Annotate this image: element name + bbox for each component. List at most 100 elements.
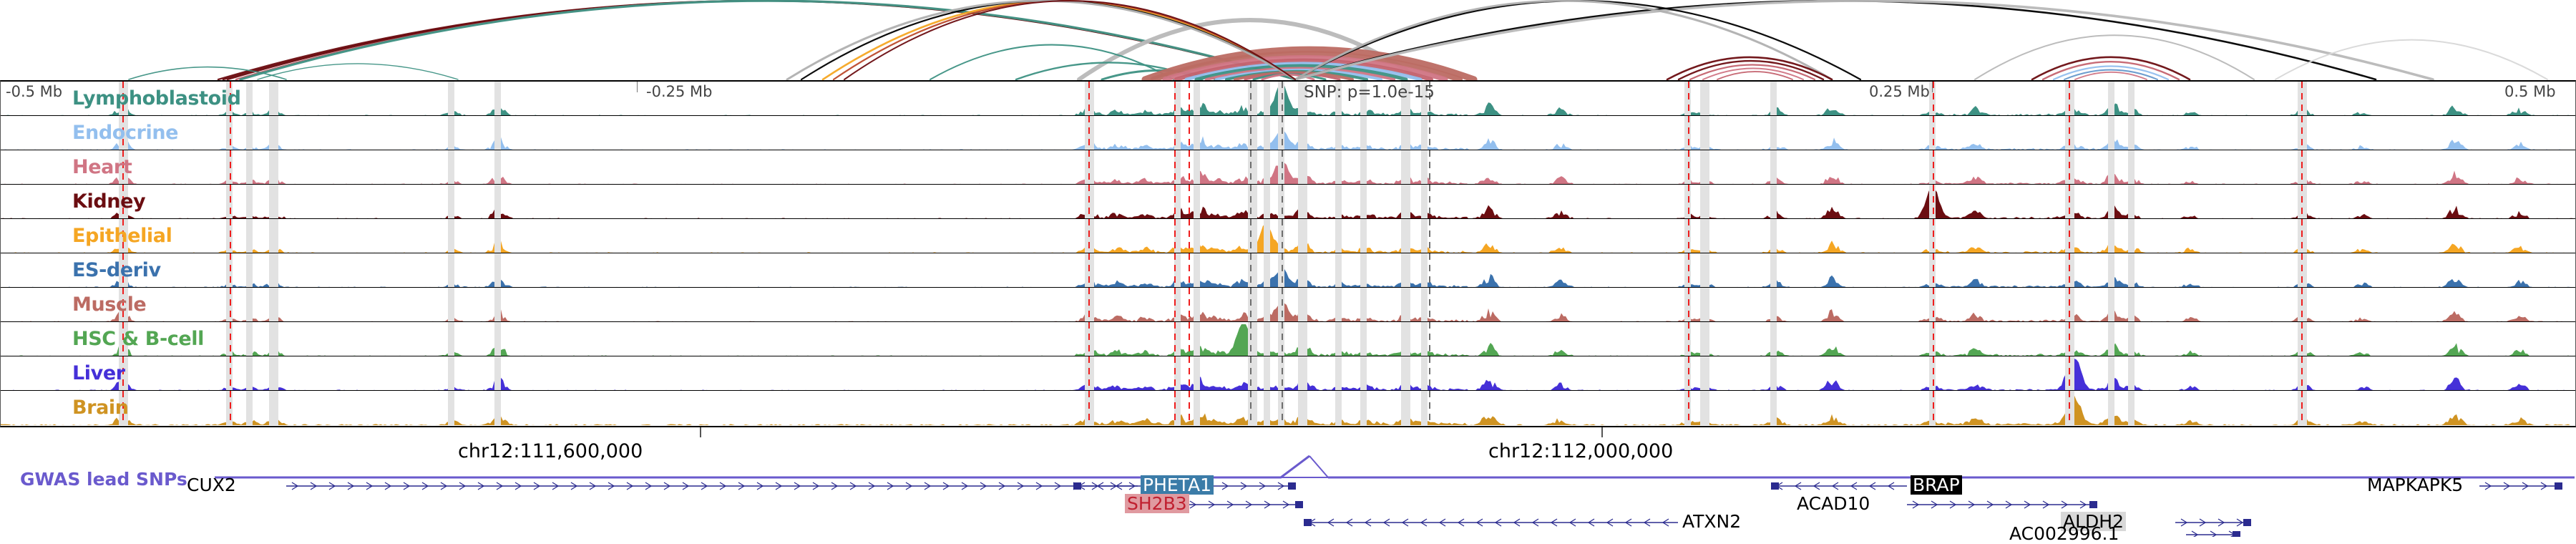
highlight-band bbox=[1335, 185, 1342, 218]
highlight-band bbox=[1929, 116, 1936, 150]
strand-arrow bbox=[756, 482, 764, 490]
snp-marker-line bbox=[1933, 322, 1935, 356]
highlight-band bbox=[1421, 150, 1428, 184]
gene-label-atxn2[interactable]: ATXN2 bbox=[1682, 511, 1742, 532]
strand-arrow bbox=[477, 482, 485, 490]
highlight-band bbox=[269, 356, 278, 390]
signal-track-epithelial[interactable]: Epithelial bbox=[1, 219, 2575, 253]
loop-arc bbox=[1141, 46, 1478, 80]
highlight-band bbox=[2108, 253, 2114, 287]
highlight-band bbox=[1421, 322, 1428, 356]
secondary-marker-line bbox=[1282, 150, 1283, 184]
loop-arc bbox=[257, 63, 459, 80]
highlight-band bbox=[1929, 253, 1936, 287]
signal-track-es-deriv[interactable]: ES-deriv bbox=[1, 253, 2575, 288]
snp-marker-line bbox=[2069, 356, 2071, 390]
snp-marker-line bbox=[1933, 185, 1935, 218]
highlight-band bbox=[1264, 82, 1270, 115]
strand-arrow bbox=[1017, 482, 1025, 490]
snp-marker-line bbox=[2301, 356, 2303, 390]
gene-label-acad10[interactable]: ACAD10 bbox=[1797, 493, 1870, 514]
highlight-band bbox=[1174, 391, 1181, 425]
snp-marker-line bbox=[1688, 391, 1690, 425]
snp-marker-line bbox=[1088, 116, 1091, 150]
strand-arrow bbox=[1887, 482, 1895, 490]
strand-arrow bbox=[1868, 482, 1876, 490]
track-label-hsc-b-cell: HSC & B-cell bbox=[72, 327, 205, 350]
highlight-band bbox=[1194, 116, 1200, 150]
gene-label-pheta1[interactable]: PHETA1 bbox=[1141, 475, 1214, 495]
highlight-band bbox=[1684, 82, 1691, 115]
snp-marker-line bbox=[122, 185, 125, 218]
strand-arrow bbox=[1624, 518, 1632, 527]
snp-marker-line bbox=[1088, 322, 1091, 356]
highlight-band bbox=[1264, 185, 1270, 218]
gene-label-sh2b3[interactable]: SH2B3 bbox=[1125, 494, 1189, 513]
signal-track-hsc-b-cell[interactable]: HSC & B-cell bbox=[1, 322, 2575, 356]
highlight-band bbox=[2128, 356, 2135, 390]
signal-track-heart[interactable]: Heart bbox=[1, 150, 2575, 185]
snp-marker-line bbox=[122, 356, 125, 390]
signal-track-lymphoblastoid[interactable]: Lymphoblastoid bbox=[1, 82, 2575, 116]
highlight-band bbox=[1174, 150, 1181, 184]
strand-arrow bbox=[2503, 482, 2511, 490]
strand-arrow bbox=[831, 482, 839, 490]
loop-arc bbox=[1974, 34, 2255, 80]
strand-arrow bbox=[366, 482, 374, 490]
highlight-band bbox=[1770, 116, 1777, 150]
gene-label-cux2[interactable]: CUX2 bbox=[187, 475, 236, 495]
highlight-band bbox=[1194, 288, 1200, 321]
highlight-band bbox=[1700, 288, 1709, 321]
highlight-band bbox=[1335, 322, 1342, 356]
highlight-band bbox=[226, 150, 233, 184]
strand-arrow bbox=[1282, 500, 1290, 509]
highlight-band bbox=[1360, 356, 1367, 390]
highlight-band bbox=[1421, 356, 1428, 390]
gene-label-ac002996-1[interactable]: AC002996.1 bbox=[2009, 523, 2119, 544]
snp-marker-line bbox=[1174, 288, 1176, 321]
highlight-band bbox=[269, 150, 278, 184]
snp-marker-line bbox=[1933, 150, 1935, 184]
highlight-band bbox=[246, 116, 253, 150]
strand-arrow bbox=[1035, 482, 1043, 490]
highlight-band bbox=[2128, 219, 2135, 253]
snp-marker-line bbox=[1189, 82, 1191, 115]
gene-label-brap[interactable]: BRAP bbox=[1911, 475, 1962, 495]
signal-track-muscle[interactable]: Muscle bbox=[1, 288, 2575, 322]
gene-label-mapkapk5[interactable]: MAPKAPK5 bbox=[2367, 475, 2464, 495]
highlight-band bbox=[1174, 322, 1181, 356]
snp-marker-line bbox=[1174, 185, 1176, 218]
exon-block bbox=[2089, 501, 2097, 508]
secondary-marker-line bbox=[1282, 219, 1283, 253]
gene-label-aldh2[interactable]: ALDH2 bbox=[2061, 512, 2126, 531]
highlight-band bbox=[1421, 288, 1428, 321]
strand-arrow bbox=[1259, 482, 1267, 490]
snp-marker-line bbox=[230, 391, 232, 425]
annotation-panel: chr12:111,600,000 chr12:112,000,000 GWAS… bbox=[0, 427, 2576, 543]
snp-marker-line bbox=[122, 253, 125, 287]
signal-track-stack[interactable]: Lymphoblastoid Endocrine Heart Kidney Epithe… bbox=[0, 80, 2576, 427]
exon-block bbox=[2555, 482, 2562, 490]
highlight-band bbox=[1174, 288, 1181, 321]
highlight-band bbox=[2108, 185, 2114, 218]
snp-marker-line bbox=[2301, 82, 2303, 115]
secondary-marker-line bbox=[1429, 150, 1430, 184]
signal-track-brain[interactable]: Brain bbox=[1, 391, 2575, 425]
secondary-marker-line bbox=[1282, 391, 1283, 425]
signal-track-liver[interactable]: Liver bbox=[1, 356, 2575, 391]
secondary-marker-line bbox=[1250, 150, 1252, 184]
strand-arrow bbox=[2042, 500, 2050, 509]
highlight-band bbox=[1684, 185, 1691, 218]
strand-arrow bbox=[1240, 482, 1248, 490]
strand-arrow bbox=[421, 482, 429, 490]
strand-arrow bbox=[924, 482, 932, 490]
highlight-band bbox=[1929, 322, 1936, 356]
strand-arrow bbox=[2210, 530, 2218, 537]
snp-marker-line bbox=[1933, 116, 1935, 150]
signal-track-endocrine[interactable]: Endocrine bbox=[1, 116, 2575, 150]
highlight-band bbox=[226, 356, 233, 390]
highlight-band bbox=[1264, 150, 1270, 184]
snp-marker-line bbox=[1189, 253, 1191, 287]
signal-track-kidney[interactable]: Kidney bbox=[1, 185, 2575, 219]
highlight-band bbox=[1700, 356, 1709, 390]
